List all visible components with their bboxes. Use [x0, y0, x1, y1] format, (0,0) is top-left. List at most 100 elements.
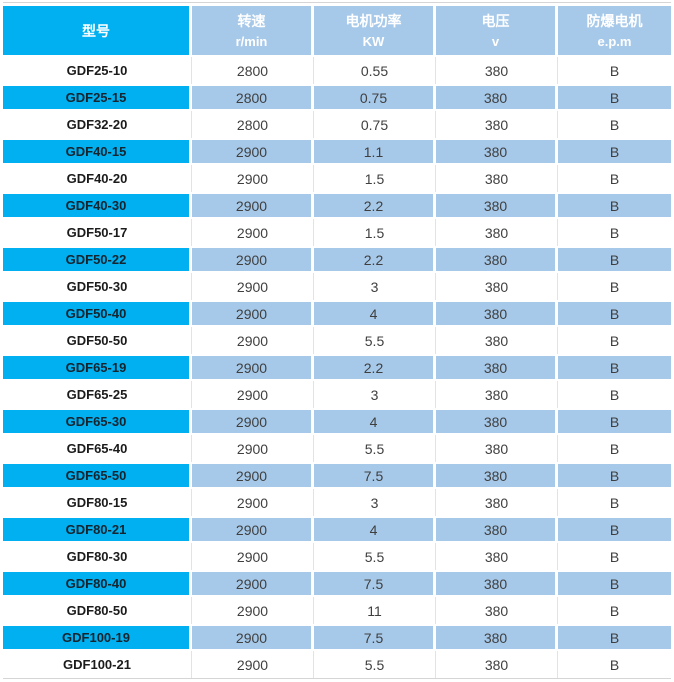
value-cell: 380	[436, 165, 558, 192]
value-cell: 2900	[192, 543, 314, 570]
model-cell: GDF65-19	[3, 354, 192, 381]
header-model-label: 型号	[82, 22, 110, 39]
model-cell: GDF65-40	[3, 435, 192, 462]
model-cell: GDF40-15	[3, 138, 192, 165]
table-row: GDF50-17 2900 1.5 380 B	[3, 219, 671, 246]
table-row: GDF65-19 2900 2.2 380 B	[3, 354, 671, 381]
value-cell: B	[558, 273, 671, 300]
model-cell: GDF80-15	[3, 489, 192, 516]
table-row: GDF65-40 2900 5.5 380 B	[3, 435, 671, 462]
table-row: GDF65-25 2900 3 380 B	[3, 381, 671, 408]
value-cell: 2900	[192, 408, 314, 435]
value-cell: 2900	[192, 624, 314, 651]
model-cell: GDF80-50	[3, 597, 192, 624]
value-cell: 380	[436, 219, 558, 246]
model-cell: GDF25-10	[3, 57, 192, 84]
value-cell: B	[558, 516, 671, 543]
model-cell: GDF40-30	[3, 192, 192, 219]
model-cell: GDF80-30	[3, 543, 192, 570]
value-cell: 11	[314, 597, 436, 624]
value-cell: 0.75	[314, 111, 436, 138]
model-cell: GDF25-15	[3, 84, 192, 111]
table-row: GDF50-30 2900 3 380 B	[3, 273, 671, 300]
value-cell: B	[558, 381, 671, 408]
bottom-divider	[3, 678, 671, 679]
value-cell: B	[558, 300, 671, 327]
table-row: GDF80-21 2900 4 380 B	[3, 516, 671, 543]
value-cell: 380	[436, 381, 558, 408]
value-cell: 380	[436, 192, 558, 219]
header-speed-unit: r/min	[235, 33, 268, 49]
table-row: GDF40-30 2900 2.2 380 B	[3, 192, 671, 219]
value-cell: B	[558, 246, 671, 273]
model-cell: GDF65-30	[3, 408, 192, 435]
value-cell: 2900	[192, 300, 314, 327]
value-cell: B	[558, 489, 671, 516]
value-cell: 5.5	[314, 435, 436, 462]
model-cell: GDF100-21	[3, 651, 192, 678]
header-explosion-proof-unit: e.p.m	[597, 33, 632, 49]
header-row: 型号 转速 r/min 电机功率 KW	[3, 6, 671, 57]
value-cell: 380	[436, 273, 558, 300]
model-cell: GDF50-17	[3, 219, 192, 246]
value-cell: 2900	[192, 489, 314, 516]
table-row: GDF50-50 2900 5.5 380 B	[3, 327, 671, 354]
table-row: GDF50-40 2900 4 380 B	[3, 300, 671, 327]
table-row: GDF80-40 2900 7.5 380 B	[3, 570, 671, 597]
model-cell: GDF80-21	[3, 516, 192, 543]
table-row: GDF40-15 2900 1.1 380 B	[3, 138, 671, 165]
table-row: GDF65-30 2900 4 380 B	[3, 408, 671, 435]
header-explosion-proof: 防爆电机 e.p.m	[558, 6, 671, 57]
value-cell: 2900	[192, 327, 314, 354]
header-voltage-label: 电压	[481, 12, 510, 29]
value-cell: 2900	[192, 192, 314, 219]
value-cell: B	[558, 192, 671, 219]
value-cell: B	[558, 624, 671, 651]
value-cell: 380	[436, 84, 558, 111]
value-cell: 380	[436, 462, 558, 489]
value-cell: B	[558, 435, 671, 462]
value-cell: 2900	[192, 597, 314, 624]
value-cell: 380	[436, 327, 558, 354]
value-cell: 0.55	[314, 57, 436, 84]
header-model: 型号	[3, 6, 192, 57]
model-cell: GDF50-40	[3, 300, 192, 327]
model-cell: GDF50-22	[3, 246, 192, 273]
top-divider	[3, 2, 671, 3]
value-cell: B	[558, 597, 671, 624]
value-cell: 2800	[192, 111, 314, 138]
value-cell: 2900	[192, 516, 314, 543]
value-cell: 2900	[192, 651, 314, 678]
table-row: GDF80-15 2900 3 380 B	[3, 489, 671, 516]
value-cell: 0.75	[314, 84, 436, 111]
model-cell: GDF80-40	[3, 570, 192, 597]
value-cell: 380	[436, 624, 558, 651]
table-row: GDF80-50 2900 11 380 B	[3, 597, 671, 624]
value-cell: 2900	[192, 354, 314, 381]
header-cell-content: 型号	[3, 6, 189, 55]
value-cell: 3	[314, 381, 436, 408]
value-cell: 2800	[192, 57, 314, 84]
table-row: GDF32-20 2800 0.75 380 B	[3, 111, 671, 138]
model-cell: GDF100-19	[3, 624, 192, 651]
value-cell: 2900	[192, 138, 314, 165]
value-cell: 380	[436, 489, 558, 516]
value-cell: 1.5	[314, 219, 436, 246]
value-cell: 380	[436, 651, 558, 678]
value-cell: B	[558, 327, 671, 354]
value-cell: 3	[314, 273, 436, 300]
value-cell: 4	[314, 516, 436, 543]
table-row: GDF50-22 2900 2.2 380 B	[3, 246, 671, 273]
value-cell: 1.1	[314, 138, 436, 165]
value-cell: 380	[436, 408, 558, 435]
value-cell: 4	[314, 300, 436, 327]
value-cell: B	[558, 408, 671, 435]
value-cell: 7.5	[314, 624, 436, 651]
model-cell: GDF50-30	[3, 273, 192, 300]
table-row: GDF100-19 2900 7.5 380 B	[3, 624, 671, 651]
value-cell: 380	[436, 543, 558, 570]
value-cell: 380	[436, 570, 558, 597]
value-cell: 2900	[192, 273, 314, 300]
value-cell: 4	[314, 408, 436, 435]
value-cell: 2900	[192, 462, 314, 489]
